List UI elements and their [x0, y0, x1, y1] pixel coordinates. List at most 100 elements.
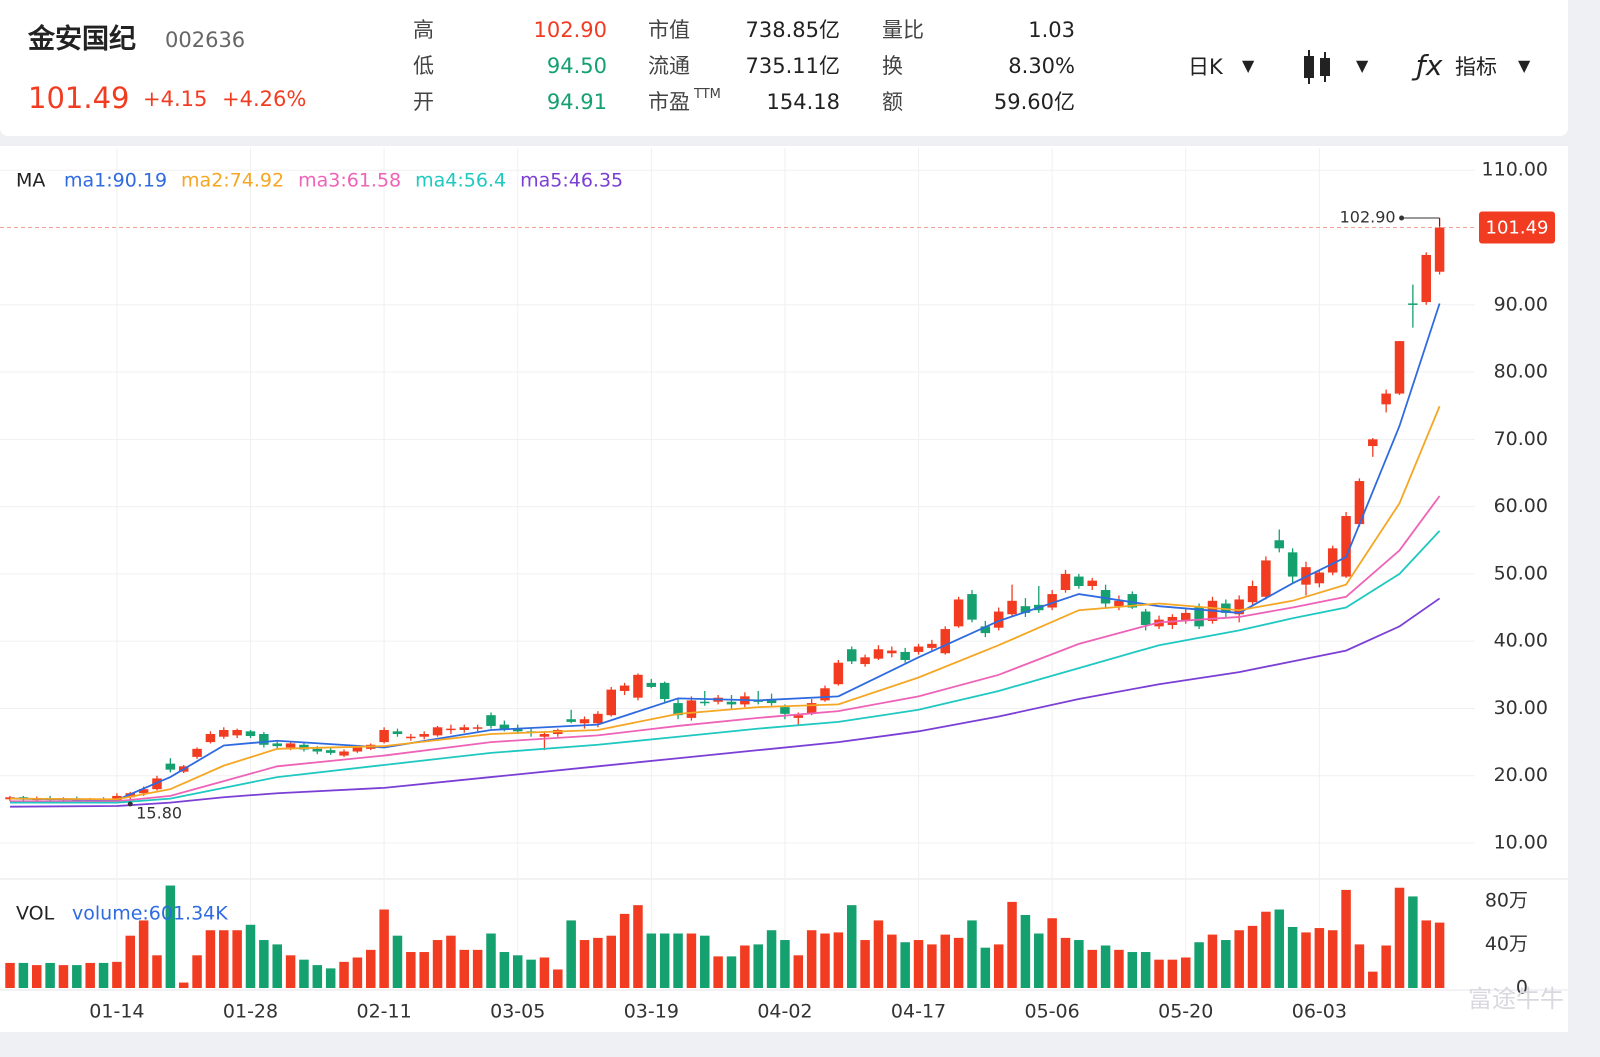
volume-bar — [1408, 896, 1418, 988]
candle-body — [1261, 560, 1271, 597]
ma-line — [10, 405, 1441, 801]
candle-body — [579, 719, 590, 724]
volume-bar — [259, 940, 269, 988]
candle-body — [633, 674, 643, 698]
candle-body — [512, 728, 523, 732]
volume-bar — [205, 930, 216, 988]
candle-body — [419, 734, 429, 737]
volume-bar — [913, 940, 924, 988]
volume-bar — [766, 930, 777, 988]
volume-bar — [1207, 934, 1218, 988]
candle-body — [1100, 590, 1111, 604]
price: 101.49 — [28, 81, 130, 115]
indicator-button[interactable]: 指标 — [1455, 55, 1497, 79]
volume-bar — [1180, 957, 1191, 988]
volume-bar — [125, 935, 136, 988]
legend-entry: ma2:74.92 — [181, 170, 284, 192]
candle-body — [205, 734, 216, 743]
dropdown-icon[interactable]: ▼ — [1356, 56, 1369, 75]
legend-entry: ma4:56.4 — [415, 170, 506, 192]
candle-type-button[interactable] — [1300, 48, 1340, 88]
volume-bar — [633, 905, 643, 988]
dropdown-icon[interactable]: ▼ — [1242, 56, 1255, 75]
volume-bar — [339, 961, 349, 988]
candle-body — [446, 728, 456, 731]
volume-bar — [5, 962, 15, 988]
candle-body — [1020, 606, 1031, 613]
volume-bar — [459, 949, 470, 988]
volume-bar — [285, 955, 296, 988]
volume-bar — [753, 944, 763, 988]
fx-icon[interactable]: ƒx — [1416, 49, 1443, 82]
candle-body — [606, 689, 616, 716]
volume-bar — [499, 952, 510, 988]
x-tick-label: 05-20 — [1158, 1001, 1213, 1023]
candle-body — [325, 750, 336, 753]
candle-body — [339, 751, 349, 756]
candle-body — [1368, 439, 1378, 447]
legend-entry: ma1:90.19 — [64, 170, 167, 192]
candle-body — [1394, 341, 1405, 394]
y-tick-label: 30.00 — [1494, 697, 1548, 719]
volume-bar — [178, 982, 189, 988]
volume-bar — [993, 944, 1004, 988]
volume-bar — [138, 920, 149, 988]
volume-bar — [980, 947, 991, 988]
candle-body — [1060, 573, 1071, 591]
candle-body — [1114, 600, 1124, 607]
candle-body — [1287, 552, 1298, 577]
x-tick-label: 01-14 — [89, 1001, 144, 1023]
volume-bar — [85, 962, 95, 988]
period-button[interactable]: 日K — [1188, 55, 1223, 79]
header: 金安国纪 002636 101.49 +4.15 +4.26% 高 102.90 市… — [0, 0, 1568, 136]
volume-bar — [1314, 928, 1325, 988]
annotation-label: 102.90 — [1340, 207, 1396, 226]
stat-label: 量比 — [882, 18, 924, 42]
chart-panel — [0, 146, 1568, 1032]
stock-code: 002636 — [165, 28, 246, 52]
volume-bar — [1154, 959, 1164, 988]
annotation-dot — [1399, 215, 1405, 221]
volume-bar — [1194, 942, 1204, 988]
candle-body — [913, 646, 924, 652]
watermark: 富途牛牛 — [1468, 985, 1564, 1013]
volume-bar — [1234, 930, 1244, 988]
last-price-label: 101.49 — [1486, 217, 1549, 238]
volume-bar — [793, 955, 804, 988]
candle-body — [245, 731, 256, 737]
legend-title: MA — [16, 170, 45, 192]
x-tick-label: 04-17 — [891, 1001, 946, 1023]
volume-bar — [1140, 952, 1151, 988]
y-tick-label: 110.00 — [1482, 159, 1548, 181]
volume-bar — [1434, 922, 1445, 988]
candle-body — [379, 729, 389, 743]
candle-body — [1127, 594, 1138, 608]
volume-bar — [379, 909, 389, 988]
candle-body — [726, 701, 737, 705]
candle-body — [766, 700, 777, 704]
volume-bar — [152, 955, 162, 988]
volume-bar — [432, 940, 443, 988]
candle-body — [138, 789, 149, 794]
candle-body — [112, 795, 122, 801]
stat-value: 154.18 — [766, 90, 840, 114]
volume-bar — [967, 920, 977, 988]
volume-bar — [419, 952, 429, 988]
x-tick-label: 01-28 — [223, 1001, 278, 1023]
volume-bar — [873, 920, 884, 988]
volume-tick-label: 40万 — [1485, 933, 1528, 955]
volume-bar — [472, 949, 483, 988]
legend-title: VOL — [16, 903, 55, 925]
candle-body — [927, 643, 937, 648]
candle-body — [873, 649, 884, 659]
volume-bar — [1007, 901, 1017, 988]
candle-body — [1434, 227, 1445, 272]
candle-body — [900, 651, 910, 661]
x-tick-label: 04-02 — [757, 1001, 812, 1023]
candle-body — [953, 599, 964, 627]
volume-bar — [272, 944, 282, 988]
stock-name: 金安国纪 — [28, 24, 136, 55]
dropdown-icon[interactable]: ▼ — [1518, 56, 1531, 75]
volume-bar — [940, 934, 951, 988]
candle-body — [1314, 572, 1325, 584]
